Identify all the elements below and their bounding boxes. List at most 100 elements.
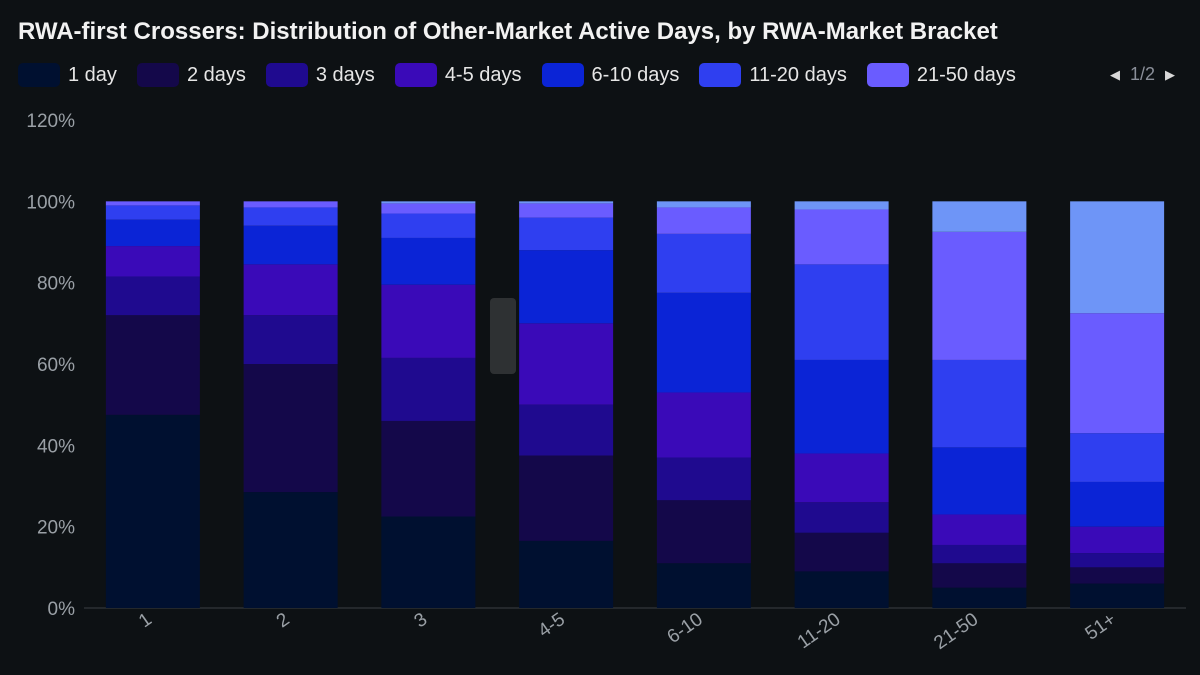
legend-swatch (265, 63, 308, 87)
bar-segment[interactable] (519, 455, 614, 541)
bar-segment[interactable] (381, 201, 476, 204)
bar-segment[interactable] (519, 201, 614, 204)
bar-segment[interactable] (794, 201, 889, 210)
bar-segment[interactable] (932, 514, 1027, 545)
bar-segment[interactable] (1070, 567, 1165, 584)
bar-segment[interactable] (794, 453, 889, 503)
bar-segment[interactable] (105, 246, 200, 277)
x-tick-label: 3 (411, 609, 432, 632)
bar-segment[interactable] (932, 544, 1027, 564)
legend-item-3-days[interactable]: 3 days (265, 63, 375, 87)
legend-label: 2 days (186, 63, 246, 86)
bar-segment[interactable] (519, 203, 614, 218)
x-tick-label: 6-10 (664, 609, 707, 648)
chart-legend: 1 day 2 days 3 days 4-5 days 6-10 days 1… (18, 62, 1036, 88)
bar-segment[interactable] (932, 447, 1027, 515)
bar-segment[interactable] (243, 207, 338, 226)
x-tick-label: 51+ (1082, 609, 1120, 645)
bar-segment[interactable] (381, 237, 476, 285)
bar-segment[interactable] (794, 209, 889, 265)
legend-item-4-5-days[interactable]: 4-5 days (394, 63, 522, 87)
bar-segment[interactable] (243, 315, 338, 364)
bar-segment[interactable] (794, 359, 889, 454)
y-tick-label: 0% (48, 599, 76, 620)
bar-segment[interactable] (381, 203, 476, 214)
legend-label: 21-50 days (916, 63, 1016, 86)
bar-segment[interactable] (656, 500, 751, 564)
legend-label: 11-20 days (749, 63, 847, 86)
bar-segment[interactable] (243, 364, 338, 493)
bar-segment[interactable] (656, 201, 751, 208)
bar-segment[interactable] (1070, 553, 1165, 568)
bar-segment[interactable] (1070, 201, 1165, 314)
bar-segment[interactable] (656, 292, 751, 393)
bar-segment[interactable] (1070, 481, 1165, 527)
bar-segment[interactable] (1070, 313, 1165, 434)
x-tick-label: 1 (135, 609, 156, 632)
y-tick-label: 100% (26, 192, 75, 213)
bar-segment[interactable] (381, 516, 476, 609)
bar-segment[interactable] (381, 284, 476, 358)
bar-segment[interactable] (794, 571, 889, 608)
legend-swatch (136, 63, 179, 87)
bar-segment[interactable] (105, 315, 200, 415)
bar-segment[interactable] (105, 205, 200, 220)
bar-segment[interactable] (794, 264, 889, 360)
legend-item-11-20-days[interactable]: 11-20 days (699, 63, 847, 87)
bar-segment[interactable] (519, 404, 614, 456)
x-tick-label: 2 (273, 609, 294, 632)
bar-segment[interactable] (243, 492, 338, 608)
bar-segment[interactable] (932, 201, 1027, 232)
y-tick-label: 120% (26, 111, 75, 132)
triangle-right-icon[interactable]: ▶ (1165, 66, 1176, 82)
y-tick-label: 20% (37, 518, 75, 539)
bar-segment[interactable] (243, 264, 338, 316)
bar-segment[interactable] (932, 359, 1027, 448)
bar-segment[interactable] (243, 225, 338, 265)
bar-segment[interactable] (105, 276, 200, 316)
bar-segment[interactable] (519, 540, 614, 608)
triangle-left-icon[interactable]: ◀ (1110, 66, 1120, 82)
legend-item-21-50-days[interactable]: 21-50 days (866, 63, 1016, 87)
legend-item-1-day[interactable]: 1 day (18, 63, 117, 87)
bar-segment[interactable] (794, 532, 889, 572)
chart-title: RWA-first Crossers: Distribution of Othe… (18, 18, 998, 45)
y-tick-label: 80% (37, 274, 75, 295)
legend-pager: ◀ 1/2 ▶ (1104, 64, 1181, 85)
bar-segment[interactable] (519, 323, 614, 405)
bar-segment[interactable] (794, 502, 889, 533)
legend-label: 1 day (68, 63, 117, 86)
legend-swatch (541, 63, 584, 87)
legend-item-6-10-days[interactable]: 6-10 days (541, 63, 679, 87)
bar-segment[interactable] (105, 201, 200, 206)
bar-segment[interactable] (656, 233, 751, 293)
bar-segment[interactable] (519, 217, 614, 251)
bar-segment[interactable] (105, 414, 200, 608)
bar-segment[interactable] (105, 219, 200, 247)
legend-page-indicator: 1/2 (1130, 64, 1156, 84)
bar-segment[interactable] (381, 357, 476, 421)
bar-segment[interactable] (381, 213, 476, 238)
y-tick-label: 40% (37, 436, 75, 457)
bar-segment[interactable] (656, 457, 751, 501)
bar-segment[interactable] (932, 563, 1027, 588)
x-tick-label: 21-50 (930, 609, 982, 654)
legend-label: 4-5 days (444, 63, 522, 86)
legend-swatch (18, 63, 60, 87)
bar-segment[interactable] (932, 587, 1027, 608)
bar-segment[interactable] (932, 231, 1027, 360)
bar-segment[interactable] (1070, 526, 1165, 554)
bar-segment[interactable] (1070, 433, 1165, 482)
bar-segment[interactable] (243, 201, 338, 208)
legend-item-2-days[interactable]: 2 days (136, 63, 246, 87)
bar-segment[interactable] (381, 420, 476, 517)
legend-label: 3 days (315, 63, 375, 86)
legend-swatch (394, 63, 437, 87)
legend-swatch (866, 63, 909, 87)
bar-segment[interactable] (1070, 583, 1165, 608)
bar-segment[interactable] (656, 392, 751, 458)
bar-segment[interactable] (656, 563, 751, 608)
bar-segment[interactable] (656, 207, 751, 234)
bar-segment[interactable] (519, 250, 614, 324)
